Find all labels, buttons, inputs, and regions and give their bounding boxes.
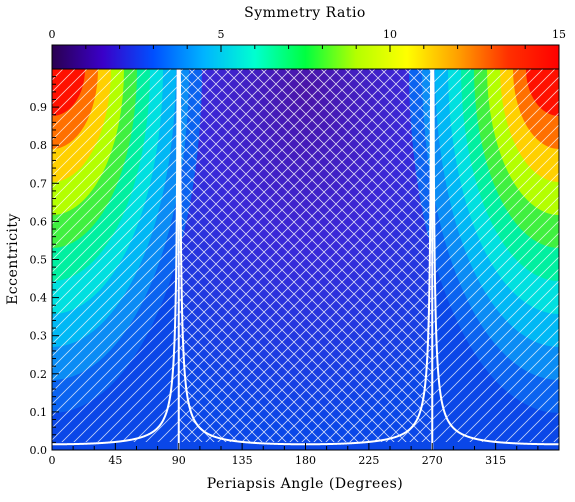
y-tick-label: 0.3 xyxy=(30,330,48,343)
colorbar-tick-label: 5 xyxy=(218,28,225,41)
y-tick-label: 0.4 xyxy=(30,292,48,305)
y-tick-label: 0.6 xyxy=(30,215,48,228)
x-tick-label: 180 xyxy=(295,454,316,467)
colorbar-ticks xyxy=(51,45,560,52)
colorbar-tick-labels: 0 5 10 15 xyxy=(49,28,567,41)
plot-area xyxy=(52,69,559,450)
colorbar-tick-label: 15 xyxy=(552,28,566,41)
y-tick-label: 0.7 xyxy=(30,177,48,190)
y-axis-ticks: 0.0 0.1 0.2 0.3 0.4 0.5 0.6 0.7 0.8 0.9 xyxy=(30,68,59,457)
y-axis-title: Eccentricity xyxy=(5,213,21,305)
y-tick-label: 0.5 xyxy=(30,254,48,267)
x-tick-label: 135 xyxy=(232,454,253,467)
x-tick-label: 90 xyxy=(172,454,186,467)
y-tick-label: 0.2 xyxy=(30,368,48,381)
x-tick-label: 270 xyxy=(422,454,443,467)
x-tick-label: 45 xyxy=(108,454,122,467)
x-tick-label: 225 xyxy=(358,454,379,467)
colorbar xyxy=(51,44,560,70)
x-axis-title: Periapsis Angle (Degrees) xyxy=(207,476,404,492)
colorbar-title: Symmetry Ratio xyxy=(244,5,366,21)
y-tick-label: 0.0 xyxy=(30,444,48,457)
colorbar-tick-label: 0 xyxy=(49,28,56,41)
cross-hatching xyxy=(179,69,433,450)
x-axis-ticks: 0 45 90 135 180 225 270 315 xyxy=(49,443,560,467)
x-tick-label: 0 xyxy=(49,454,56,467)
y-tick-label: 0.8 xyxy=(30,139,48,152)
y-tick-label: 0.1 xyxy=(30,406,48,419)
y-tick-label: 0.9 xyxy=(30,101,48,114)
x-tick-label: 315 xyxy=(485,454,506,467)
colorbar-tick-label: 10 xyxy=(383,28,397,41)
